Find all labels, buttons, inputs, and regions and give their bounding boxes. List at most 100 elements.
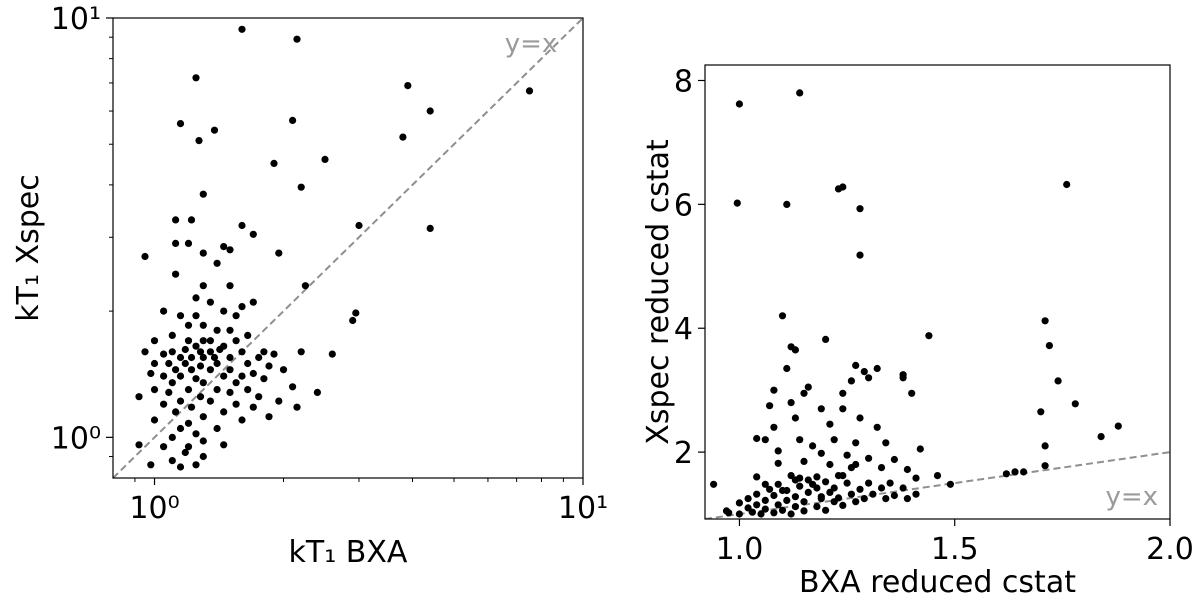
data-point [165, 388, 173, 396]
data-point [352, 309, 360, 317]
data-point [289, 383, 297, 391]
data-point [184, 386, 193, 394]
data-point [1097, 433, 1105, 441]
data-point [135, 441, 143, 449]
data-point [176, 372, 185, 380]
data-point [1002, 470, 1011, 478]
x-tick-label: 1.5 [931, 532, 979, 567]
data-point [817, 495, 825, 503]
data-point [176, 312, 185, 320]
data-point [725, 509, 733, 517]
data-point [206, 397, 214, 405]
data-point [150, 337, 159, 345]
data-point [839, 389, 847, 397]
data-point [399, 133, 407, 141]
data-point [830, 498, 838, 506]
data-point [804, 488, 812, 496]
data-point [925, 332, 933, 340]
data-point [232, 379, 240, 387]
data-point [735, 100, 744, 108]
data-point [800, 457, 808, 465]
data-point [196, 348, 205, 356]
data-point [293, 403, 301, 411]
data-point [826, 460, 834, 469]
data-point [886, 479, 894, 487]
data-point [226, 388, 234, 396]
data-point [184, 443, 193, 451]
data-point [279, 366, 288, 374]
data-point [770, 491, 778, 500]
data-point [249, 369, 257, 378]
data-point [141, 252, 149, 261]
data-point [199, 452, 207, 461]
data-point [787, 510, 795, 518]
reference-line-y-equals-x [113, 18, 583, 478]
data-point [822, 506, 830, 514]
data-point [176, 463, 185, 471]
data-point [877, 484, 886, 492]
data-point [181, 359, 189, 368]
data-point [172, 239, 180, 247]
data-point [796, 89, 804, 97]
data-point [830, 484, 838, 492]
data-point [187, 216, 196, 224]
data-point [168, 379, 176, 387]
data-point [199, 190, 207, 198]
data-point [813, 503, 821, 511]
data-point [297, 183, 305, 191]
data-point [770, 509, 778, 517]
data-point [192, 342, 200, 350]
data-point [249, 230, 257, 238]
data-point [748, 508, 757, 516]
data-point [908, 389, 916, 397]
data-point [1041, 317, 1049, 325]
data-point [860, 495, 868, 503]
data-point [783, 496, 791, 504]
data-point [260, 375, 268, 383]
data-point [192, 430, 200, 438]
data-point [761, 436, 769, 444]
data-point [244, 331, 252, 339]
data-point [826, 420, 834, 428]
data-point [165, 359, 173, 368]
data-point [856, 205, 864, 213]
data-point [804, 383, 812, 391]
data-point [184, 337, 193, 345]
y-tick-label: 4 [674, 312, 693, 347]
y-tick-label: 2 [674, 436, 693, 471]
data-point [213, 424, 221, 433]
plot-frame [704, 64, 1171, 520]
data-point [226, 246, 234, 254]
data-point [899, 374, 907, 382]
data-point [865, 479, 873, 487]
data-point [206, 337, 214, 345]
data-point [168, 348, 176, 356]
data-point [1054, 377, 1062, 385]
data-point [238, 348, 246, 356]
data-point [916, 445, 924, 453]
data-point [210, 126, 219, 134]
data-point [293, 35, 301, 43]
data-point [813, 473, 821, 481]
data-point [213, 326, 221, 334]
data-point [255, 393, 263, 401]
data-point [216, 345, 224, 354]
data-point [796, 436, 804, 444]
data-point [860, 368, 868, 376]
right-scatter-panel: 1.0 1.5 2.0 2 4 6 8 BXA reduced cstat Xspec redu… [641, 64, 1194, 600]
data-point [843, 451, 851, 459]
data-point [275, 397, 283, 405]
data-point [260, 348, 268, 356]
data-point [809, 442, 817, 450]
data-point [160, 350, 168, 358]
data-point [882, 495, 890, 503]
data-point [839, 405, 847, 413]
data-point [1041, 462, 1049, 470]
data-point [220, 307, 228, 315]
data-point [809, 480, 817, 488]
data-point [404, 82, 412, 90]
data-point [150, 359, 159, 368]
plot-frame [112, 17, 584, 479]
data-point [238, 303, 246, 311]
